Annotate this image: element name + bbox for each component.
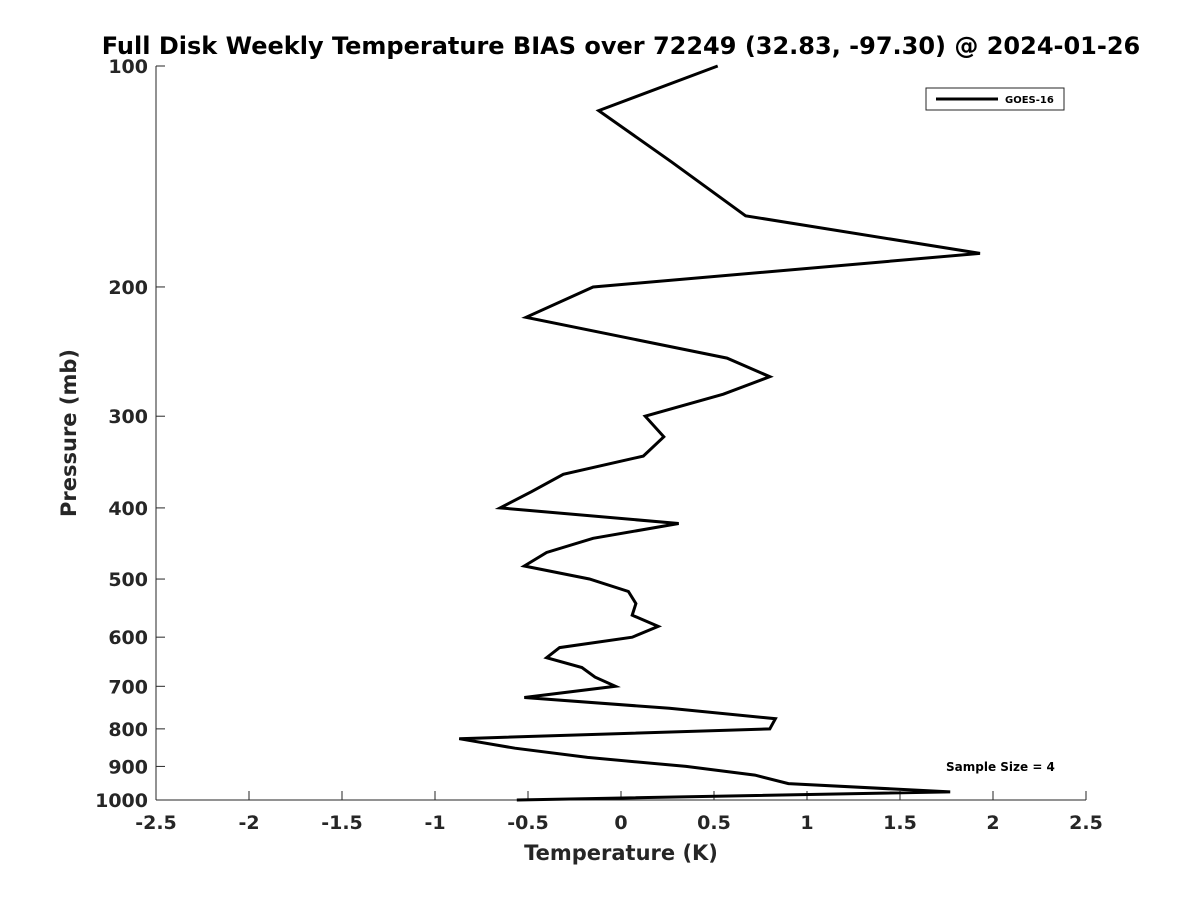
series-layer: [458, 64, 981, 802]
y-tick-label: 800: [108, 719, 148, 741]
x-tick-label: 2.5: [1069, 812, 1103, 834]
y-tick-label: 700: [108, 676, 148, 698]
x-tick-label: 0.5: [697, 812, 731, 834]
legend-label-goes-16: GOES-16: [1005, 95, 1054, 106]
y-ticks: 100 200 300 400 500 600 700 800 900 1000: [95, 56, 165, 812]
y-axis-label: Pressure (mb): [57, 349, 81, 517]
y-tick-label: 400: [108, 498, 148, 520]
sample-size-annotation: Sample Size = 4: [946, 760, 1055, 774]
x-tick-label: 1.5: [883, 812, 917, 834]
x-tick-label: 2: [986, 812, 999, 834]
x-ticks: -2.5 -2 -1.5 -1 -0.5 0 0.5 1 1.5 2 2.5: [135, 791, 1103, 834]
legend: GOES-16: [925, 87, 1065, 111]
y-tick-label: 200: [108, 277, 148, 299]
x-tick-label: -1.5: [321, 812, 363, 834]
y-tick-label: 900: [108, 756, 148, 778]
series-line-goes-16: [458, 64, 981, 802]
x-axis-label: Temperature (K): [524, 841, 718, 865]
x-tick-label: -1: [424, 812, 445, 834]
axes: [155, 66, 1086, 801]
x-tick-label: -2.5: [135, 812, 177, 834]
x-tick-label: 1: [800, 812, 813, 834]
y-tick-label: 500: [108, 569, 148, 591]
x-tick-label: 0: [614, 812, 627, 834]
y-tick-label: 100: [108, 56, 148, 78]
y-tick-label: 1000: [95, 790, 148, 812]
x-tick-label: -0.5: [507, 812, 549, 834]
y-tick-label: 600: [108, 627, 148, 649]
chart-title: Full Disk Weekly Temperature BIAS over 7…: [102, 32, 1141, 60]
x-tick-label: -2: [238, 812, 259, 834]
y-tick-label: 300: [108, 406, 148, 428]
